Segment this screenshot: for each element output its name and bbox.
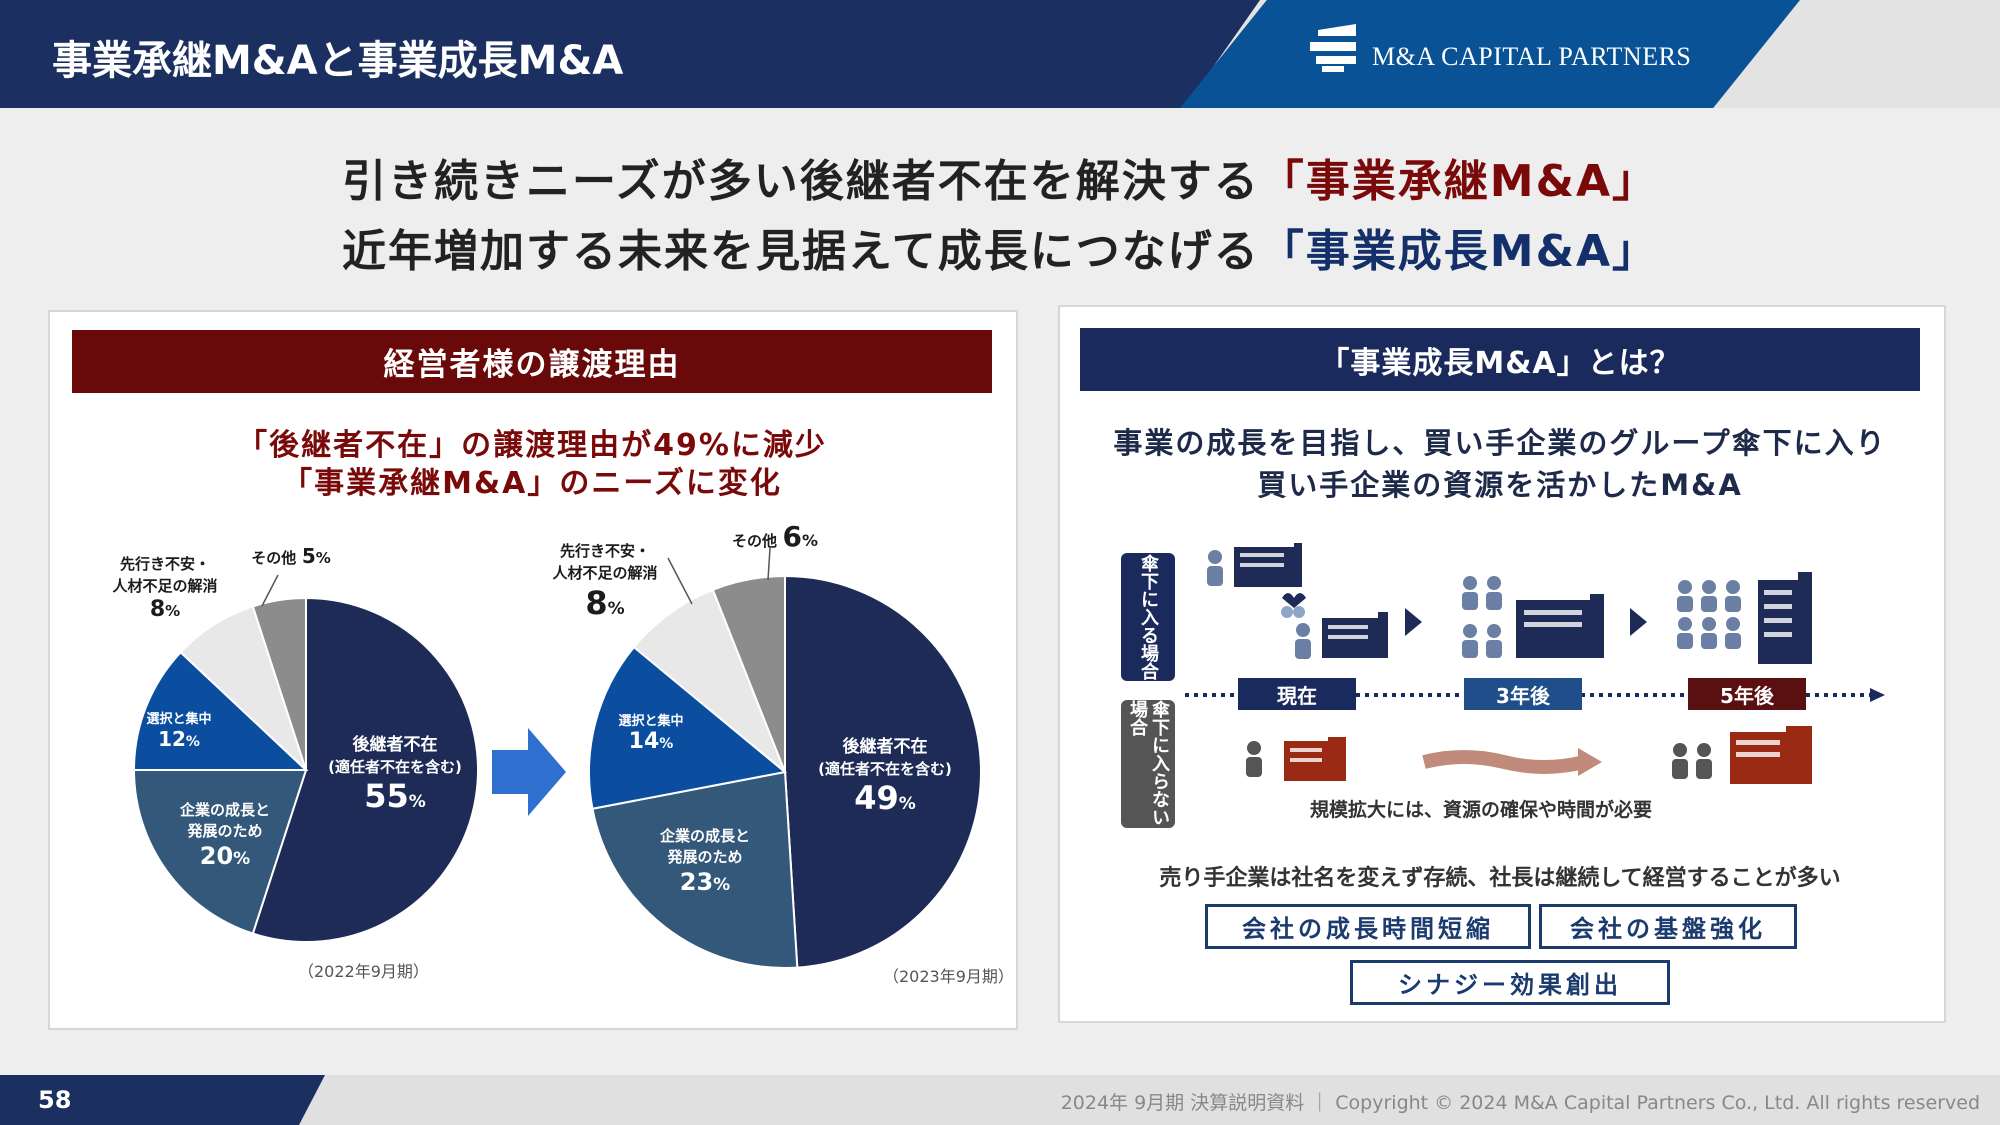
play-arrow-icon <box>1405 608 1422 636</box>
pie-slice-other <box>251 596 307 771</box>
growth-ma-heading: 「事業成長M&A」とは？ <box>1080 328 1920 391</box>
headline-2-emphasis: 「事業成長M&A」 <box>1259 226 1659 277</box>
period-2023: （2023年9月期） <box>883 967 1014 986</box>
timeline-5-years: 5年後 <box>1688 678 1806 710</box>
resource-note: 規模拡大には、資源の確保や時間が必要 <box>1310 799 1653 821</box>
slow-growth-arrowhead-icon <box>1578 748 1602 776</box>
label-other-2023: その他 6% <box>731 520 819 553</box>
copyright: 2024年 9月期 決算説明資料 ｜ Copyright © 2024 M&A … <box>1060 1092 1980 1114</box>
label-other-2022: その他 5% <box>251 544 331 568</box>
pie-slice-focus <box>588 645 788 810</box>
headline-line-2: 近年増加する未来を見据えて成長につなげる「事業成長M&A」 <box>0 215 2000 279</box>
slow-growth-arrow-icon <box>1422 750 1586 774</box>
person-icon <box>1295 623 1311 659</box>
leader-line-other-2022 <box>261 574 279 607</box>
transfer-reason-subtitle-1: 「後継者不在」の譲渡理由が49%に減少 <box>237 428 827 463</box>
growth-ma-subtitle-1: 事業の成長を目指し、買い手企業のグループ傘下に入り <box>1113 426 1887 460</box>
timeline-arrow-icon <box>1870 688 1885 702</box>
right-arrow-icon <box>492 728 566 816</box>
handshake-icon <box>1281 593 1306 618</box>
header-logo-band <box>1180 0 1800 108</box>
people-group-icon <box>1677 580 1741 649</box>
transfer-reason-heading: 経営者様の譲渡理由 <box>72 330 992 393</box>
label-growth-2023: 企業の成長と 発展のため 23% <box>659 827 750 896</box>
play-arrow-icon <box>1630 608 1647 636</box>
growth-ma-subtitle-2: 買い手企業の資源を活かしたM&A <box>1257 468 1743 502</box>
building-icon <box>1730 726 1812 784</box>
pie-slice-successor <box>784 574 982 969</box>
benefit-time-reduction: 会社の成長時間短縮 <box>1205 904 1531 949</box>
building-icon <box>1234 543 1302 587</box>
page-number-band <box>0 1075 325 1125</box>
person-icon <box>1207 550 1223 586</box>
seller-statement: 売り手企業は社名を変えず存続、社長は継続して経営することが多い <box>1159 866 1841 891</box>
pie-chart-2022 <box>132 596 479 943</box>
transfer-reason-subtitle-2: 「事業承継M&A」のニーズに変化 <box>282 466 782 501</box>
pie-slice-anxiety <box>632 588 786 773</box>
pie-slice-focus <box>132 650 309 771</box>
company-logo-icon <box>1310 24 1356 72</box>
tall-building-icon <box>1758 572 1812 664</box>
pie-chart-2023 <box>588 574 982 969</box>
company-logo-text: M&A CAPITAL PARTNERS <box>1372 42 1692 71</box>
people-group-icon <box>1462 576 1502 658</box>
header-title-band <box>0 0 1260 108</box>
leader-line-anxiety-2023 <box>667 557 693 605</box>
page-number: 58 <box>38 1086 72 1114</box>
label-anxiety-2022: 先行き不安・ 人材不足の解消 8% <box>112 555 218 622</box>
person-icon <box>1246 741 1262 777</box>
timeline-3-years: 3年後 <box>1464 678 1582 710</box>
headline-2-text: 近年増加する未来を見据えて成長につなげる <box>341 226 1260 277</box>
pie-slice-successor <box>251 596 479 943</box>
pie-slice-other <box>711 574 786 773</box>
label-successor-2023: 後継者不在 (適任者不在を含む) 49% <box>818 737 952 817</box>
label-growth-2022: 企業の成長と 発展のため 20% <box>179 801 270 870</box>
timeline-now: 現在 <box>1238 678 1356 710</box>
headline-line-1: 引き続きニーズが多い後継者不在を解決する「事業承継M&A」 <box>0 145 2000 209</box>
building-icon <box>1322 612 1388 658</box>
label-focus-2023: 選択と集中 14% <box>618 714 684 754</box>
benefit-synergy: シナジー効果創出 <box>1350 960 1670 1005</box>
label-anxiety-2023: 先行き不安・ 人材不足の解消 8% <box>552 542 658 622</box>
building-icon <box>1516 594 1604 658</box>
page-title: 事業承継M&Aと事業成長M&A <box>52 38 624 84</box>
pie-slice-growth <box>591 770 799 969</box>
headline-1-emphasis: 「事業承継M&A」 <box>1259 156 1659 207</box>
label-focus-2022: 選択と集中 12% <box>146 712 212 751</box>
pie-slice-growth <box>132 769 308 935</box>
headline-1-text: 引き続きニーズが多い後継者不在を解決する <box>341 156 1260 207</box>
leader-line-other-2023 <box>767 547 771 581</box>
label-successor-2022: 後継者不在 (適任者不在を含む) 55% <box>328 735 462 815</box>
footer-bar <box>0 1075 2000 1125</box>
tag-join-group: 傘下に入る場合 <box>1121 553 1175 681</box>
people-pair-icon <box>1672 743 1712 779</box>
tag-no-join-group: 傘下に入らない場合 <box>1121 700 1175 828</box>
building-icon <box>1284 737 1346 781</box>
benefit-foundation: 会社の基盤強化 <box>1539 904 1797 949</box>
period-2022: （2022年9月期） <box>298 962 429 981</box>
